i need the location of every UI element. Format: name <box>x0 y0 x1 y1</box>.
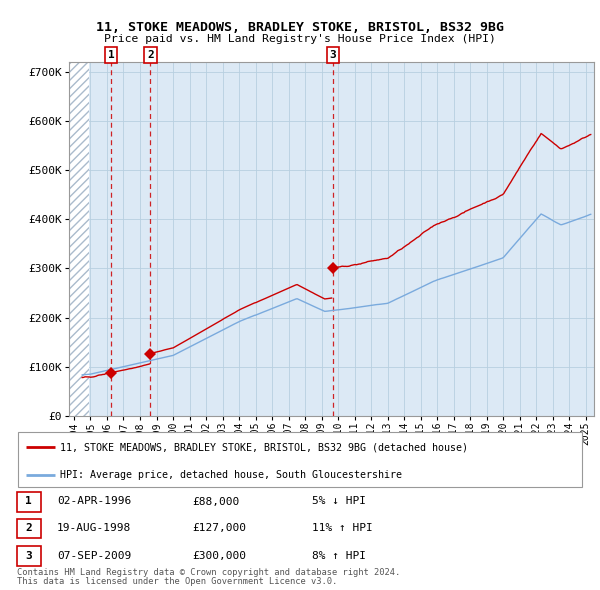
Text: 19-AUG-1998: 19-AUG-1998 <box>57 523 131 533</box>
Text: 1: 1 <box>25 497 32 506</box>
Text: 3: 3 <box>25 551 32 560</box>
Text: HPI: Average price, detached house, South Gloucestershire: HPI: Average price, detached house, Sout… <box>60 470 403 480</box>
Text: 2: 2 <box>25 523 32 533</box>
Text: Price paid vs. HM Land Registry's House Price Index (HPI): Price paid vs. HM Land Registry's House … <box>104 34 496 44</box>
Text: 11, STOKE MEADOWS, BRADLEY STOKE, BRISTOL, BS32 9BG: 11, STOKE MEADOWS, BRADLEY STOKE, BRISTO… <box>96 21 504 34</box>
Text: 3: 3 <box>329 50 337 60</box>
Text: 02-APR-1996: 02-APR-1996 <box>57 497 131 506</box>
Text: 07-SEP-2009: 07-SEP-2009 <box>57 551 131 560</box>
Text: 11, STOKE MEADOWS, BRADLEY STOKE, BRISTOL, BS32 9BG (detached house): 11, STOKE MEADOWS, BRADLEY STOKE, BRISTO… <box>60 442 469 452</box>
Text: This data is licensed under the Open Government Licence v3.0.: This data is licensed under the Open Gov… <box>17 578 337 586</box>
Text: 8% ↑ HPI: 8% ↑ HPI <box>312 551 366 560</box>
Text: 2: 2 <box>147 50 154 60</box>
Text: Contains HM Land Registry data © Crown copyright and database right 2024.: Contains HM Land Registry data © Crown c… <box>17 568 400 577</box>
Text: 1: 1 <box>108 50 115 60</box>
Text: 5% ↓ HPI: 5% ↓ HPI <box>312 497 366 506</box>
Text: £300,000: £300,000 <box>192 551 246 560</box>
Text: £127,000: £127,000 <box>192 523 246 533</box>
Text: £88,000: £88,000 <box>192 497 239 506</box>
Text: 11% ↑ HPI: 11% ↑ HPI <box>312 523 373 533</box>
Bar <box>69 62 89 416</box>
FancyBboxPatch shape <box>18 432 582 487</box>
